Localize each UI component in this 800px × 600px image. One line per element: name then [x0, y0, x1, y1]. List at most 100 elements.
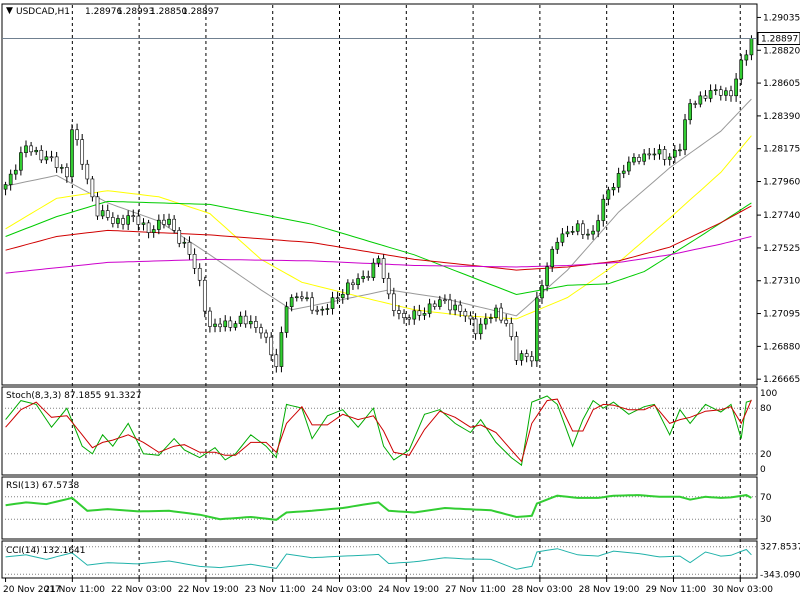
candle-body: [591, 230, 595, 235]
candle-body: [274, 354, 279, 367]
time-label: 22 Nov 03:00: [111, 585, 172, 595]
candle-body: [519, 353, 524, 361]
candle-body: [39, 149, 44, 161]
oscillator-line: [5, 395, 752, 467]
current-price-label: 1.28897: [761, 35, 798, 45]
candle-body: [473, 318, 478, 335]
candle-body: [315, 309, 320, 312]
candle-body: [167, 218, 171, 225]
time-label: 27 Nov 11:00: [445, 585, 506, 595]
candle-body: [197, 268, 202, 281]
candle-body: [448, 299, 452, 311]
candle-body: [489, 317, 493, 319]
candle-body: [376, 258, 381, 264]
candle-body: [698, 95, 703, 105]
price-tick-label: 1.26880: [763, 342, 800, 352]
candle-body: [356, 278, 360, 286]
time-label: 28 Nov 19:00: [579, 585, 640, 595]
candle-body: [749, 38, 754, 56]
rsi-pane-frame: [1, 476, 758, 540]
price-tick-label: 1.27095: [763, 310, 800, 320]
candle-body: [264, 332, 268, 338]
candle-body: [570, 230, 575, 233]
time-label: 20 Nov 2017: [3, 585, 61, 595]
candle-body: [238, 315, 243, 324]
candle-body: [100, 210, 105, 217]
candle-body: [366, 276, 371, 278]
candle-body: [509, 323, 514, 337]
candle-body: [443, 299, 447, 302]
candle-body: [565, 231, 570, 235]
candle-body: [34, 149, 39, 153]
ohlc-low: 1.28850: [150, 7, 187, 17]
candle-body: [65, 167, 69, 178]
candle-body: [49, 156, 54, 159]
candle-body: [44, 156, 49, 161]
moving-average-line: [5, 200, 752, 296]
candle-body: [621, 170, 626, 174]
candle-body: [300, 296, 304, 299]
candle-body: [402, 313, 406, 319]
main-pane-frame: [1, 3, 758, 386]
candle-body: [182, 241, 187, 244]
moving-average-line: [5, 205, 752, 271]
candle-body: [13, 169, 18, 175]
candle-body: [453, 304, 457, 311]
level-label: 20: [760, 450, 772, 460]
candle-body: [657, 149, 662, 155]
candle-body: [606, 189, 611, 200]
chart-menu-arrow-icon[interactable]: ▼: [6, 6, 13, 16]
candle-body: [683, 119, 687, 151]
candle-body: [647, 153, 652, 156]
candle-body: [458, 304, 463, 312]
candle-body: [693, 103, 698, 105]
candle-body: [3, 184, 8, 190]
candle-body: [529, 356, 534, 362]
candle-body: [192, 254, 197, 269]
candle-body: [8, 173, 13, 185]
candle-body: [243, 315, 248, 325]
oscillators: 100 80 20 0 70 30 327.8537 -343.0902: [2, 389, 800, 580]
candle-body: [105, 210, 110, 218]
candle-body: [678, 149, 682, 152]
candle-body: [744, 54, 749, 61]
candle-body: [284, 306, 289, 333]
oscillator-line: [5, 398, 752, 463]
time-label: 21 Nov 11:00: [44, 585, 105, 595]
candle-body: [427, 303, 432, 314]
candle-body: [121, 218, 125, 225]
candle-body: [254, 321, 258, 328]
ohlc-high: 1.28993: [117, 7, 154, 17]
candle-body: [361, 276, 366, 279]
candle-body: [208, 310, 212, 327]
candle-body: [146, 222, 151, 233]
candle-body: [346, 282, 350, 295]
ohlc-close: 1.28897: [182, 7, 219, 17]
candle-body: [703, 95, 708, 99]
time-label: 28 Nov 03:00: [512, 585, 573, 595]
candle-body: [136, 215, 141, 225]
price-tick-label: 1.27960: [763, 178, 800, 188]
candle-body: [667, 156, 672, 160]
candle-body: [85, 163, 90, 180]
chart-symbol: USDCAD,H1: [16, 7, 70, 17]
candle-body: [330, 297, 335, 309]
candle-body: [386, 278, 391, 295]
candle-body: [59, 167, 64, 169]
moving-average-line: [5, 98, 752, 317]
candle-body: [111, 217, 115, 224]
candle-body: [412, 310, 417, 320]
candle-body: [335, 297, 340, 299]
candle-body: [627, 161, 631, 172]
price-tick-label: 1.28390: [763, 112, 800, 122]
candle-body: [642, 153, 646, 162]
candle-body: [672, 150, 677, 158]
candle-body: [499, 307, 503, 321]
price-tick-label: 1.28820: [763, 46, 800, 56]
candlesticks: [3, 35, 754, 373]
stoch-label: Stoch(8,3,3) 87.1855 91.3327: [6, 391, 141, 401]
candle-body: [381, 258, 386, 279]
price-axis: 1.29035 1.28820 1.28605 1.28390 1.28175 1.279…: [2, 13, 800, 385]
